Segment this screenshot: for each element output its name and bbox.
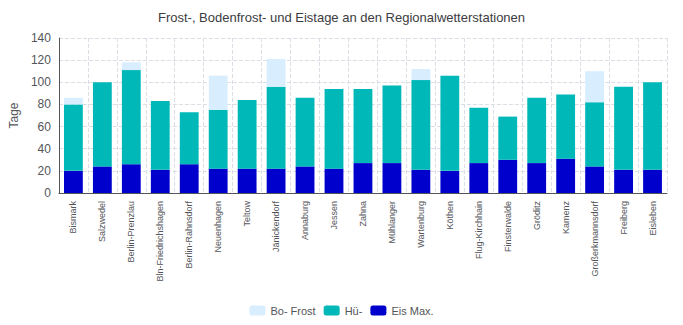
svg-text:Großerkmannsdorf: Großerkmannsdorf [590, 201, 600, 277]
svg-text:80: 80 [38, 97, 52, 111]
svg-text:Eisleben: Eisleben [648, 201, 658, 236]
svg-text:Jänickendorf: Jänickendorf [271, 201, 281, 253]
svg-text:Freiberg: Freiberg [619, 201, 629, 235]
svg-text:Eis Max.: Eis Max. [391, 305, 433, 317]
svg-text:Bo- Frost: Bo- Frost [270, 305, 315, 317]
svg-text:Wartenburg: Wartenburg [416, 201, 426, 248]
svg-text:Finsterwalde: Finsterwalde [503, 201, 513, 252]
svg-text:20: 20 [38, 164, 52, 178]
svg-text:0: 0 [44, 186, 51, 200]
svg-text:120: 120 [31, 53, 51, 67]
svg-text:Frost-, Bodenfrost- und Eistag: Frost-, Bodenfrost- und Eistage an den R… [158, 10, 525, 25]
svg-text:Kamenz: Kamenz [561, 201, 571, 235]
svg-text:Bln-Friedrichshagen: Bln-Friedrichshagen [155, 201, 165, 282]
svg-text:100: 100 [31, 75, 51, 89]
svg-text:Köthen: Köthen [445, 201, 455, 230]
svg-text:60: 60 [38, 120, 52, 134]
svg-text:Mühlanger: Mühlanger [387, 201, 397, 244]
svg-text:Tage: Tage [7, 102, 21, 128]
svg-text:40: 40 [38, 142, 52, 156]
svg-text:Jessen: Jessen [329, 201, 339, 230]
svg-text:Berlin-Rahnsdorf: Berlin-Rahnsdorf [184, 201, 194, 269]
svg-text:Flug-Kirchhain: Flug-Kirchhain [474, 201, 484, 259]
svg-text:Bismark: Bismark [68, 201, 78, 234]
svg-text:Hü-: Hü- [345, 305, 363, 317]
svg-text:Teltow: Teltow [242, 201, 252, 227]
svg-text:140: 140 [31, 31, 51, 45]
svg-text:Neuenhagen: Neuenhagen [213, 201, 223, 253]
svg-text:Salzwedel: Salzwedel [97, 201, 107, 242]
svg-text:Gröditz: Gröditz [532, 201, 542, 231]
svg-text:Berlin-Prenzlau: Berlin-Prenzlau [126, 201, 136, 263]
svg-text:Zahna: Zahna [358, 201, 368, 227]
svg-text:Annaburg: Annaburg [300, 201, 310, 240]
